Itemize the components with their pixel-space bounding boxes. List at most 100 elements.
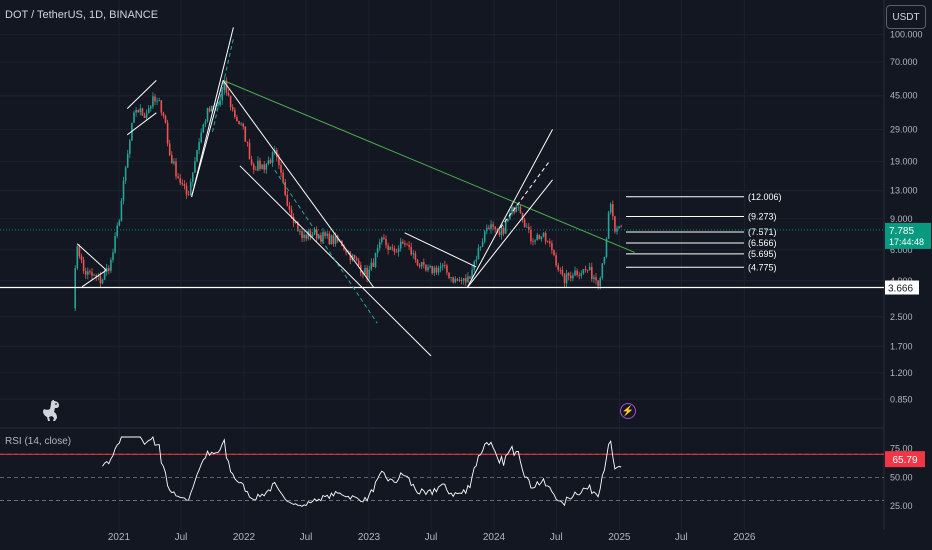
candle-body: [103, 271, 106, 280]
candle-body: [460, 280, 463, 281]
lightning-icon[interactable]: ⚡: [620, 403, 636, 419]
candle-body: [80, 256, 83, 260]
support-badge-text: 3.666: [888, 284, 913, 295]
candle-body: [431, 266, 434, 274]
candle-body: [408, 244, 410, 247]
candle-body: [412, 253, 415, 255]
candle-body: [160, 100, 163, 113]
candle-body: [315, 229, 318, 239]
candle-body: [301, 231, 303, 238]
fall-channel-upper: [222, 80, 375, 288]
candle-body: [307, 230, 310, 239]
candle-body: [507, 218, 509, 222]
candle-body: [246, 141, 249, 143]
candle-body: [593, 277, 595, 279]
candle-body: [110, 259, 112, 271]
candle-body: [584, 269, 587, 270]
dinosaur-icon: [43, 400, 59, 421]
candle-body: [374, 252, 377, 267]
candle-body: [122, 180, 125, 201]
candle-body: [297, 221, 299, 232]
candle-body: [402, 241, 404, 244]
x-tick-label: Jul: [675, 532, 688, 543]
candle-body: [469, 276, 471, 279]
candle-body: [265, 163, 268, 170]
rsi-title[interactable]: RSI (14, close): [5, 436, 72, 447]
candle-body: [166, 122, 169, 144]
candle-body: [559, 269, 562, 271]
candle-body: [84, 270, 87, 275]
candle-body: [257, 160, 259, 171]
candle-body: [500, 227, 503, 235]
candle-body: [286, 194, 289, 206]
candle-body: [259, 160, 261, 169]
current-price-text: 7.785: [889, 226, 914, 237]
candle-body: [210, 105, 213, 112]
x-tick-label: Jul: [175, 532, 188, 543]
candle-body: [129, 140, 131, 154]
candle-body: [471, 269, 473, 279]
candle-body: [200, 132, 203, 143]
candle-body: [198, 142, 200, 151]
candle-body: [248, 142, 251, 160]
candle-body: [353, 255, 356, 259]
candle-body: [318, 235, 320, 239]
currency-button[interactable]: USDT: [886, 5, 926, 29]
candle-body: [370, 262, 373, 270]
target-level-lines: (12.006) (9.273) (7.571)(6.566)(5.695) (4.7…: [626, 192, 782, 272]
candle-body: [345, 249, 347, 253]
rsi-tick-label: 50.00: [890, 472, 913, 482]
candle-body: [328, 233, 331, 245]
candle-body: [511, 207, 513, 214]
candle-body: [305, 234, 308, 239]
symbol-title[interactable]: DOT / TetherUS, 1D, BINANCE: [5, 9, 159, 21]
rise-channel-lower: [191, 80, 224, 197]
candle-body: [509, 213, 511, 219]
candle-body: [437, 267, 440, 273]
candle-body: [330, 235, 333, 245]
candle-body: [450, 277, 452, 278]
candle-body: [137, 110, 140, 113]
chart-grid: [0, 0, 885, 530]
candle-body: [481, 241, 484, 247]
candle-body: [368, 269, 371, 279]
candle-body: [238, 121, 240, 125]
candle-body: [101, 279, 104, 284]
trend-line: [222, 79, 635, 253]
y-tick-label: 0.850: [890, 394, 913, 404]
candle-body: [229, 95, 232, 108]
x-tick-label: 2023: [358, 532, 381, 543]
candle-body: [192, 172, 194, 182]
x-tick-label: 2026: [733, 532, 756, 543]
candle-body: [181, 182, 184, 184]
x-tick-label: 2022: [233, 532, 256, 543]
candle-body: [284, 181, 287, 195]
candle-body: [177, 176, 179, 179]
candle-body: [147, 108, 150, 114]
candle-body: [523, 219, 526, 228]
candle-body: [236, 116, 238, 122]
candle-body: [391, 247, 394, 249]
rsi-indicator: [0, 436, 884, 507]
target-level-label: (7.571): [748, 227, 777, 237]
candle-body: [309, 230, 312, 237]
candle-body: [418, 265, 421, 267]
candle-body: [557, 265, 560, 270]
y-tick-label: 2.500: [890, 312, 913, 322]
candle-body: [105, 267, 108, 272]
candle-body: [570, 275, 572, 279]
candle-body: [143, 115, 146, 118]
candle-body: [242, 123, 245, 127]
candle-body: [372, 262, 375, 267]
candle-body: [158, 100, 161, 102]
candle-body: [108, 267, 110, 271]
countdown-text: 17:44:48: [889, 237, 924, 247]
fall-channel-lower: [239, 165, 432, 357]
candle-body: [389, 247, 392, 250]
candle-body: [576, 270, 578, 276]
candle-body: [565, 273, 568, 284]
candle-body: [362, 272, 364, 275]
candle-body: [616, 228, 618, 232]
